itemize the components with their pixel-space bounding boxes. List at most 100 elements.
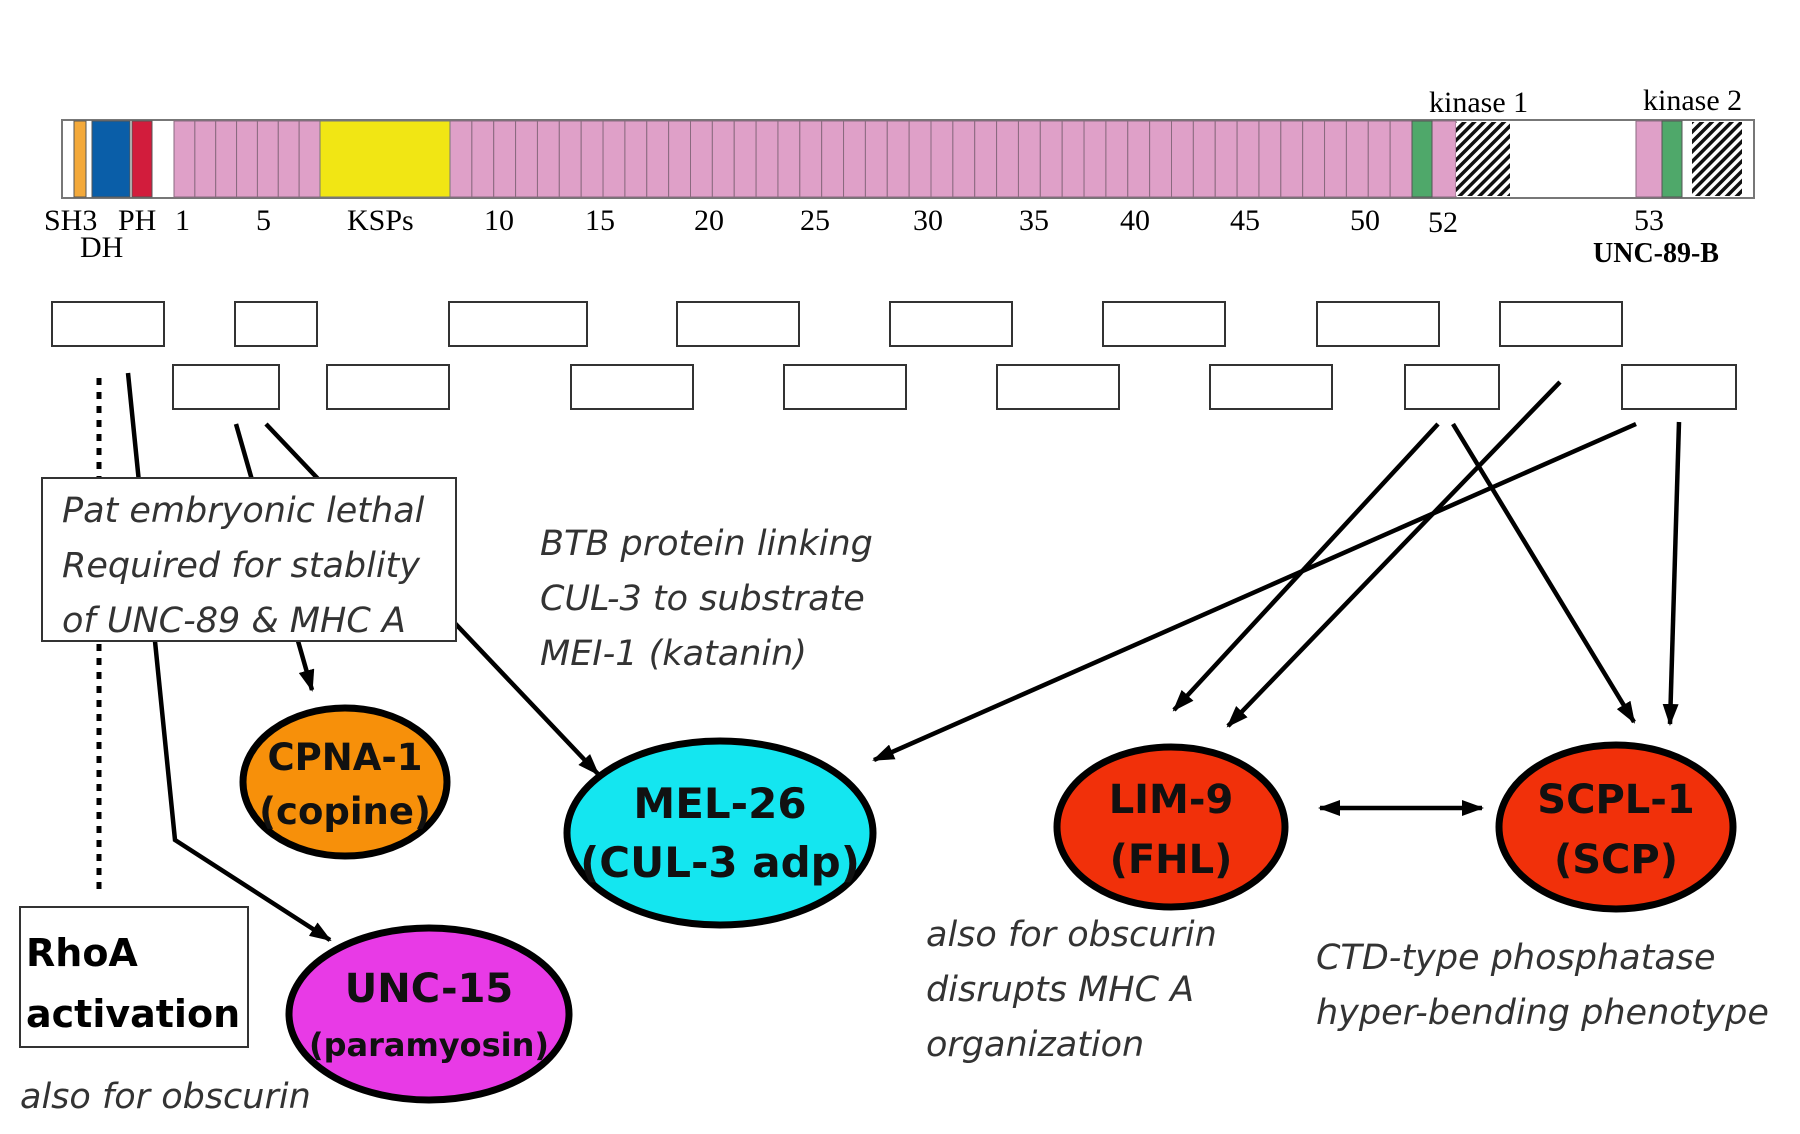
ig-domain — [974, 120, 998, 198]
ig-domains-1-7 — [173, 120, 321, 198]
ig-domain — [1192, 120, 1216, 198]
ig-domain — [690, 120, 713, 198]
ig-domain — [558, 120, 582, 198]
mel26-ellipse — [563, 737, 877, 929]
ig-domain — [471, 120, 495, 198]
ig-domain — [886, 120, 910, 198]
ig-domain — [777, 120, 801, 198]
ig-domain — [1171, 120, 1194, 198]
ig-domain — [1324, 120, 1347, 198]
note-line: CUL-3 to substrate — [540, 579, 865, 619]
scpl1-node: SCPL-1 (SCP) — [1495, 741, 1737, 913]
fragment-box — [570, 364, 694, 410]
lim9-ellipse — [1053, 743, 1289, 911]
cpna1-family: (copine) — [259, 790, 431, 833]
fragment-box — [1621, 364, 1737, 410]
fragment-box — [996, 364, 1120, 410]
ig-domains-8-51 — [449, 120, 1413, 198]
ig-domain — [996, 120, 1019, 198]
ig-number-label: 15 — [585, 204, 615, 237]
ig-domain — [733, 120, 757, 198]
note-line: BTB protein linking — [540, 524, 873, 564]
fragment-box — [1499, 301, 1623, 347]
fragment-box — [676, 301, 800, 347]
ig-domain — [864, 120, 888, 198]
unc15-ellipse — [285, 924, 573, 1104]
ig-domain — [1258, 120, 1282, 198]
ig-domain — [1635, 120, 1663, 198]
ig-domain — [1302, 120, 1326, 198]
lim9-name: LIM-9 — [1109, 777, 1234, 823]
ig-domain — [1431, 120, 1457, 198]
fragment-box — [1102, 301, 1226, 347]
ig-number-label: 30 — [913, 204, 943, 237]
ig-domain — [908, 120, 932, 198]
ig-domain — [173, 120, 196, 198]
lim9-family: (FHL) — [1110, 837, 1233, 883]
ig-domain — [646, 120, 670, 198]
kinase-2-label: kinase 2 — [1643, 84, 1742, 117]
ig-domain — [602, 120, 626, 198]
ig-number-label: 25 — [800, 204, 830, 237]
btb-note: BTB protein linking CUL-3 to substrate M… — [540, 524, 873, 674]
ig-domain — [755, 120, 779, 198]
arrow-to-mel26-right — [872, 421, 1637, 763]
ig-domain — [1105, 120, 1129, 198]
unc15-note: also for obscurin — [20, 1077, 311, 1117]
kinase-1-label: kinase 1 — [1429, 86, 1528, 119]
ig-domain — [236, 120, 258, 198]
ig-domain — [1214, 120, 1238, 198]
ig-number-label: 20 — [694, 204, 724, 237]
ig-number-label: 5 — [256, 204, 271, 237]
ig-domain — [515, 120, 538, 198]
cpna1-node: CPNA-1 (copine) — [239, 704, 451, 860]
mel26-node: MEL-26 (CUL-3 adp) — [563, 737, 877, 929]
rhoa-box — [19, 906, 249, 1048]
ig-domain — [711, 120, 735, 198]
unc15-name: UNC-15 — [345, 966, 514, 1012]
note-line: MEI-1 (katanin) — [540, 634, 807, 674]
fragment-box — [783, 364, 907, 410]
note-line: hyper-bending phenotype — [1316, 993, 1769, 1033]
ig-domain — [449, 120, 473, 198]
fragment-box — [1404, 364, 1500, 410]
ig-domain — [952, 120, 976, 198]
note-line: disrupts MHC A — [926, 970, 1194, 1010]
fragment-boxes — [51, 301, 1737, 410]
fragment-box — [51, 301, 165, 347]
ig-number-label: 1 — [175, 204, 190, 237]
ig-domain — [194, 120, 217, 198]
ig-domain — [215, 120, 238, 198]
ig-domain — [493, 120, 517, 198]
ig-domain — [536, 120, 560, 198]
rhoa-label: RhoA — [26, 931, 138, 975]
note-line: CTD-type phosphatase — [1316, 938, 1716, 978]
unc15-node: UNC-15 (paramyosin) — [285, 924, 573, 1104]
ksps-region — [319, 120, 451, 198]
ig-domain — [277, 120, 300, 198]
isoform-label: UNC-89-B — [1593, 238, 1719, 269]
ig-domain — [821, 120, 845, 198]
ig-domain — [1389, 120, 1413, 198]
ig-domain — [256, 120, 279, 198]
ig-number-label: 10 — [484, 204, 514, 237]
ig-domains-52-53 — [1431, 120, 1663, 198]
kinase-2-green-domain — [1661, 120, 1683, 198]
unc15-family: (paramyosin) — [309, 1026, 549, 1064]
ig-domain — [1236, 120, 1260, 198]
note-line: organization — [926, 1025, 1144, 1065]
arrow-to-lim9-a — [1172, 422, 1440, 712]
ig-domain — [1017, 120, 1041, 198]
ig-number-label: 45 — [1230, 204, 1260, 237]
ig-domain — [1280, 120, 1304, 198]
ig-domain — [624, 120, 648, 198]
side-notes: also for obscurin also for obscurin disr… — [20, 915, 1769, 1117]
arrow-to-scpl1-b — [1662, 421, 1682, 726]
ph-domain — [131, 120, 153, 198]
note-line: Required for stablity — [62, 546, 421, 586]
dh-domain — [91, 120, 131, 198]
domain-labels: kinase 1 kinase 2 SH3 PH DH 1 5 KSPs 10 … — [44, 84, 1742, 269]
ig-domain — [843, 120, 866, 198]
fragment-box — [448, 301, 588, 347]
